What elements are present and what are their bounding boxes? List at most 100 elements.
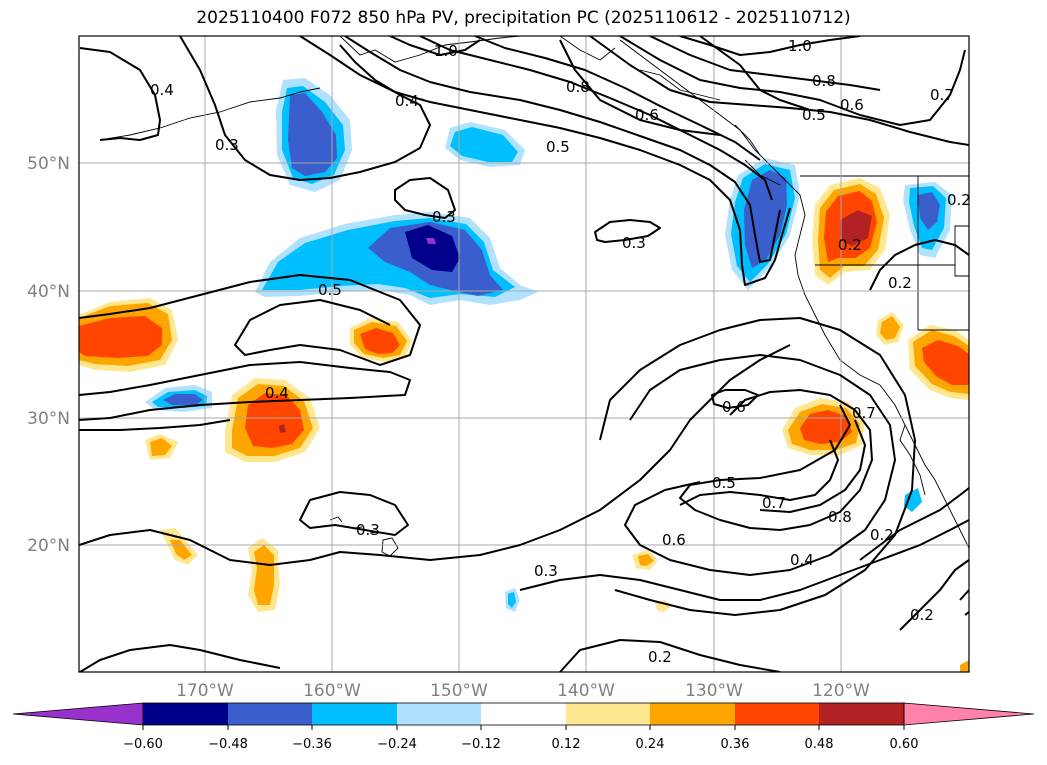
contour-0.4-mid	[79, 361, 411, 421]
colorbar-tick-label: −0.12	[461, 737, 501, 752]
contour-label: 0.2	[838, 236, 862, 254]
precip-region-central-subtropical-max	[279, 424, 286, 433]
contour-label: 0.7	[930, 86, 954, 104]
contour-label: 0.5	[318, 281, 342, 299]
pv-contours	[79, 36, 969, 672]
contour-label: 0.7	[762, 494, 786, 512]
contour-0.2-southeast-2	[959, 589, 969, 616]
contour-0.4-south	[299, 491, 409, 536]
colorbar-tick-label: −0.60	[123, 737, 163, 752]
precip-region-central-subtropical-inner	[245, 393, 304, 448]
contour-0.5-subtropical	[624, 354, 896, 576]
precip-region-small-1-core	[150, 438, 172, 456]
colorbar-tick-label: 0.12	[552, 737, 581, 752]
contour-label: 0.8	[828, 508, 852, 526]
hawaii-big-island	[381, 537, 399, 557]
contour-label: 0.6	[840, 96, 864, 114]
colorbar-bin-pos-048	[819, 703, 904, 725]
contour-label: 0.6	[722, 398, 746, 416]
lat-label-30N: 30°N	[27, 409, 70, 429]
precip-region-hawaii-small-core	[508, 592, 516, 608]
precip-region-northeast-pacific-small-inner	[360, 328, 400, 354]
coastline-bc	[794, 194, 881, 386]
contour-label: 0.3	[534, 562, 558, 580]
contour-0.5-north-group	[344, 36, 781, 263]
colorbar-bin-zero	[481, 703, 566, 725]
contour-label: 0.4	[265, 384, 289, 402]
colorbar-bin-neg-012	[397, 703, 481, 725]
colorbar-bin-neg-048	[143, 703, 228, 725]
precip-region-gulf-core	[450, 127, 518, 162]
contour-0.4-subtropical	[599, 317, 916, 616]
contour-label: 0.2	[870, 526, 894, 544]
contour-0.6-ne	[589, 36, 969, 146]
contour-label: 0.2	[888, 274, 912, 292]
colorbar-tick-label: 0.48	[805, 737, 834, 752]
contour-0.8-subtropical	[759, 419, 866, 513]
contour-0.2-east	[869, 239, 969, 291]
map-content: 1.0 1.0 0.4 0.4 0.3 0.8 0.6 0.8 0.5 0.6 …	[79, 36, 971, 672]
contour-0.5-west-long	[79, 419, 231, 431]
lon-label-170W: 170°W	[176, 681, 234, 701]
coastline-se-alaska	[619, 39, 801, 196]
contour-0.3-sw	[79, 644, 281, 672]
map-frame-border	[78, 35, 970, 673]
contour-label: 1.0	[788, 37, 812, 55]
contour-label: 0.6	[635, 106, 659, 124]
contour-label: 0.8	[812, 72, 836, 90]
colorbar-tick-label: −0.48	[208, 737, 248, 752]
contour-label: 0.2	[910, 606, 934, 624]
precip-region-pacific-nw-inner	[744, 170, 787, 268]
precip-region-southeast-corner	[960, 660, 969, 672]
contour-0.8-ne	[649, 36, 881, 91]
contour-label: 0.5	[546, 138, 570, 156]
contour-label: 0.3	[356, 521, 380, 539]
contour-label: 1.0	[434, 42, 458, 60]
contour-label: 0.2	[947, 191, 971, 209]
contour-0.6-closed	[711, 389, 759, 409]
colorbar-bin-neg-036	[228, 703, 312, 725]
contour-label: 0.4	[395, 92, 419, 110]
precip-region-southwest-inner	[922, 340, 969, 385]
coastline-california	[879, 384, 969, 549]
contour-0.3-south	[519, 519, 969, 601]
colorbar-tick-label: −0.36	[292, 737, 332, 752]
contour-0.7-subtropical	[679, 439, 839, 506]
contour-0.5-ne	[699, 36, 811, 111]
contour-0.6-subtropical	[679, 389, 873, 531]
precip-region-mexico-small	[904, 488, 922, 512]
precip-region-small-3-core	[254, 545, 274, 605]
colorbar-bin-pos-024	[650, 703, 735, 725]
lat-label-40N: 40°N	[27, 282, 70, 302]
contour-label: 0.3	[432, 208, 456, 226]
contour-1.0-north	[389, 36, 481, 56]
precip-region-small-4-core	[638, 554, 654, 566]
contour-0.3-closed-1	[394, 177, 456, 219]
lon-label-120W: 120°W	[812, 681, 870, 701]
colorbar-extend-low	[12, 702, 144, 726]
lon-label-140W: 140°W	[557, 681, 615, 701]
colorbar: −0.60 −0.48 −0.36 −0.24 −0.12 0.12 0.24 …	[12, 702, 1035, 752]
colorbar-border	[142, 702, 905, 726]
colorbar-tick-label: 0.36	[721, 737, 750, 752]
contour-label: 0.5	[802, 106, 826, 124]
map-title: 2025110400 F072 850 hPa PV, precipitatio…	[196, 8, 851, 28]
lon-label-160W: 160°W	[303, 681, 361, 701]
contour-0.3-closed-2	[594, 219, 661, 243]
precip-region-central-pacific-peak	[426, 238, 436, 244]
longitude-labels: 170°W 160°W 150°W 140°W 130°W 120°W	[176, 681, 870, 701]
graticule	[79, 36, 969, 672]
contour-0.5-mid	[79, 274, 421, 366]
colorbar-bin-pos-012	[566, 703, 650, 725]
colorbar-tick-label: −0.24	[377, 737, 417, 752]
contour-label: 0.2	[648, 648, 672, 666]
coastline-alaska	[339, 36, 521, 63]
colorbar-bin-neg-024	[312, 703, 397, 725]
contour-label: 0.5	[712, 474, 736, 492]
coastline-aleutians	[99, 87, 321, 141]
contour-label: 0.6	[662, 531, 686, 549]
colorbar-bin-pos-036	[735, 703, 819, 725]
contour-0.4-north-group	[299, 36, 791, 286]
colorbar-ticks	[142, 725, 905, 730]
